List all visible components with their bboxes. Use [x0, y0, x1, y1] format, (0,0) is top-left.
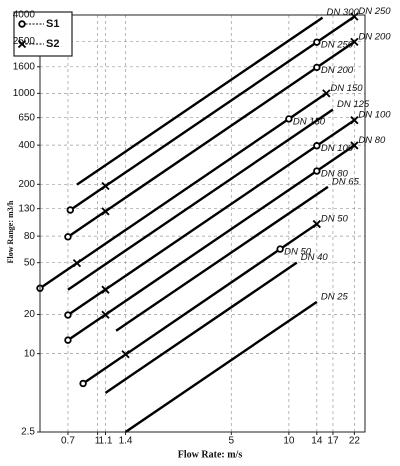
marker-x [121, 350, 130, 359]
x-tick-label: 0.7 [61, 436, 75, 447]
marker-circle [66, 206, 74, 214]
marker-circle [64, 311, 72, 319]
marker-x [350, 37, 359, 46]
marker-circle [313, 38, 321, 46]
marker-circle [79, 379, 87, 388]
marker-circle [313, 167, 321, 175]
dn-line [39, 92, 328, 290]
legend: S1 S2 [13, 11, 73, 57]
y-tick-label: 50 [24, 257, 36, 268]
dn-line [69, 15, 356, 211]
marker-circle [18, 20, 26, 28]
x-tick-label: 22 [349, 436, 361, 447]
marker-x [350, 12, 359, 21]
y-tick-label: 80 [24, 231, 36, 242]
marker-circle [276, 245, 284, 253]
annotation: DN 150 [293, 116, 326, 127]
y-tick-label: 1600 [13, 61, 36, 72]
y-tick-label: 650 [18, 112, 35, 123]
marker-x [101, 207, 110, 216]
line-label: DN 25 [321, 291, 349, 302]
marker-circle [64, 336, 72, 344]
marker-circle [313, 142, 321, 150]
marker-x [101, 181, 110, 191]
y-tick-label: 20 [24, 309, 36, 320]
x-tick-label: 1 [95, 436, 101, 447]
marker-circle [285, 115, 293, 123]
x-tick-label: 1.1 [99, 436, 113, 447]
dn-line [67, 119, 356, 317]
x-tick-label: 10 [283, 436, 295, 447]
annotation: DN 250 [321, 40, 354, 51]
annotation: DN 200 [321, 65, 354, 76]
marker-circle [313, 63, 321, 72]
annotation: DN 80 [321, 169, 349, 180]
legend-label: S1 [46, 18, 59, 30]
x-tick-label: 5 [229, 436, 235, 447]
dn-line [115, 185, 329, 332]
dn-line [67, 40, 356, 238]
line-label: DN 100 [358, 110, 391, 121]
dn-line [67, 108, 334, 291]
line-label: DN 80 [358, 135, 386, 146]
line-label: DN 250 [358, 6, 391, 17]
line-label: DN 50 [321, 214, 349, 225]
dn-line [124, 300, 318, 433]
marker-circle [64, 233, 72, 241]
marker-x [350, 116, 359, 125]
marker-x [312, 219, 321, 229]
x-tick-label: 1.4 [119, 436, 133, 447]
annotation: DN 50 [284, 247, 312, 258]
y-tick-label: 10 [24, 348, 36, 359]
y-tick-label: 1000 [13, 88, 36, 99]
dn-line [67, 144, 356, 342]
x-tick-label: 17 [327, 436, 339, 447]
dn-line [76, 16, 324, 186]
marker-x [101, 310, 110, 319]
annotation: DN 100 [321, 143, 354, 154]
x-tick-label: 14 [311, 436, 323, 447]
plot-area [36, 12, 359, 433]
y-axis-title: Flow Range: m3/h [6, 200, 15, 263]
marker-x [17, 39, 27, 49]
marker-x [322, 89, 331, 98]
line-label: DN 200 [358, 31, 391, 42]
y-tick-label: 200 [18, 179, 35, 190]
marker-x [101, 285, 110, 294]
legend-label: S2 [46, 38, 59, 50]
legend-box [13, 11, 73, 57]
y-tick-label: 130 [18, 203, 35, 214]
line-label: DN 65 [332, 176, 360, 187]
marker-x [350, 141, 359, 150]
plot-frame [39, 14, 366, 433]
x-axis-title: Flow Rate: m/s [178, 449, 243, 460]
y-tick-label: 4000 [13, 10, 36, 21]
line-label: DN 150 [330, 83, 363, 94]
y-tick-label: 400 [18, 140, 35, 151]
line-label: DN 40 [301, 252, 329, 263]
y-tick-label: 2.5 [21, 427, 35, 438]
dn-line [104, 261, 298, 394]
line-label: DN 300 [327, 7, 360, 18]
marker-x [72, 258, 82, 268]
line-label: DN 125 [337, 99, 370, 110]
y-tick-label: 2500 [13, 36, 36, 47]
